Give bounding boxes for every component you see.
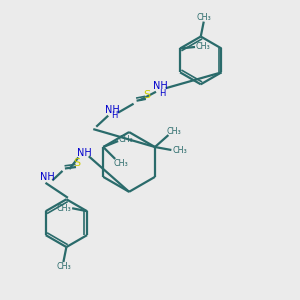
- Text: CH₃: CH₃: [114, 159, 128, 168]
- Text: NH: NH: [77, 148, 92, 158]
- Text: H: H: [159, 89, 165, 98]
- Text: NH: NH: [153, 81, 168, 92]
- Text: CH₃: CH₃: [196, 13, 211, 22]
- Text: CH₃: CH₃: [167, 127, 182, 136]
- Text: CH₃: CH₃: [56, 204, 71, 213]
- Text: CH₃: CH₃: [196, 43, 211, 52]
- Text: CH₃: CH₃: [118, 135, 133, 144]
- Text: CH₃: CH₃: [56, 262, 71, 271]
- Text: S: S: [73, 158, 80, 168]
- Text: CH₃: CH₃: [172, 146, 187, 155]
- Text: S: S: [143, 90, 151, 100]
- Text: NH: NH: [105, 105, 120, 115]
- Text: NH: NH: [40, 172, 55, 182]
- Text: H: H: [111, 111, 117, 120]
